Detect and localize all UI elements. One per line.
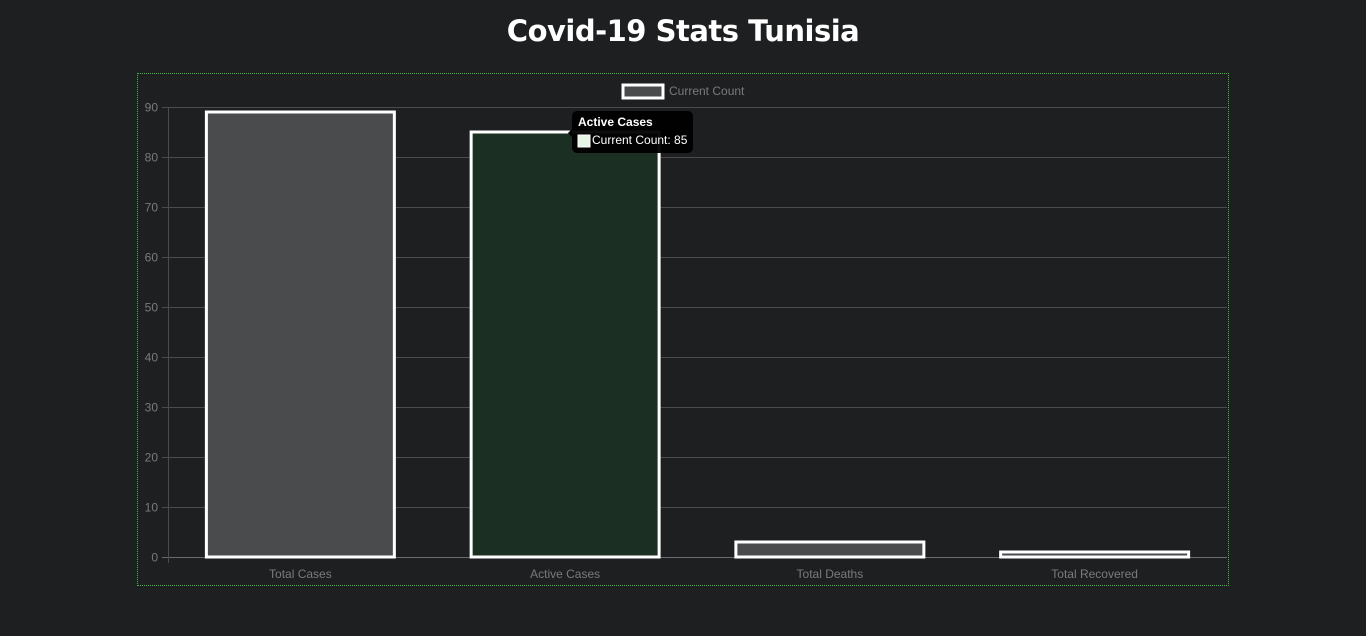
tooltip-box [572, 111, 693, 153]
tooltip: Active Cases Current Count: 85 [568, 111, 693, 153]
y-tick-label: 60 [145, 251, 159, 265]
y-tick-label: 0 [151, 551, 158, 565]
y-axis-ticks: 0 10 20 30 40 50 60 70 80 90 [145, 101, 159, 565]
x-tick-label: Active Cases [530, 567, 600, 581]
bar-chart[interactable]: 0 10 20 30 40 50 60 70 80 90 Total Cases Active Ca… [138, 74, 1228, 585]
x-tick-label: Total Recovered [1051, 567, 1138, 581]
y-tick-label: 10 [145, 501, 159, 515]
page-title: Covid-19 Stats Tunisia [506, 14, 860, 48]
tooltip-title: Active Cases [578, 115, 653, 129]
tooltip-caret [568, 129, 572, 137]
y-tick-label: 70 [145, 201, 159, 215]
x-tick-label: Total Deaths [797, 567, 864, 581]
tooltip-swatch [577, 134, 591, 148]
legend-swatch[interactable] [621, 83, 665, 100]
x-tick-label: Total Cases [269, 567, 332, 581]
y-tick-label: 50 [145, 301, 159, 315]
tooltip-body: Current Count: 85 [592, 133, 688, 147]
y-tick-label: 20 [145, 451, 159, 465]
bar-total-deaths[interactable] [734, 540, 926, 559]
legend-label[interactable]: Current Count [669, 84, 745, 98]
y-tick-label: 30 [145, 401, 159, 415]
y-tick-label: 40 [145, 351, 159, 365]
y-tick-label: 80 [145, 151, 159, 165]
bar-active-cases[interactable] [469, 130, 661, 559]
bar-total-recovered[interactable] [999, 550, 1191, 559]
chart-container: 0 10 20 30 40 50 60 70 80 90 Total Cases Active Ca… [137, 73, 1229, 586]
bar-total-cases[interactable] [204, 110, 396, 559]
y-tick-label: 90 [145, 101, 159, 115]
x-axis-ticks: Total Cases Active Cases Total Deaths Total… [269, 567, 1138, 581]
bars [204, 110, 1191, 559]
legend: Current Count [621, 83, 745, 100]
